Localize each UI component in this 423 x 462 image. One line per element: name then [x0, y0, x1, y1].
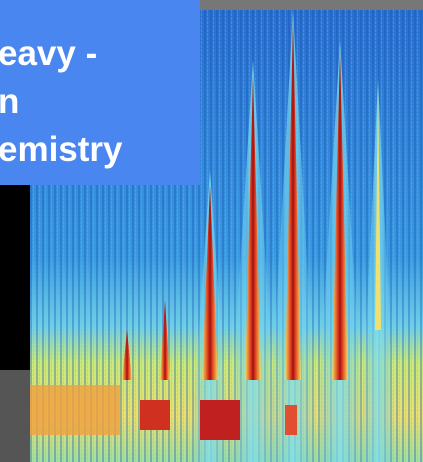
caption-line: emistry: [0, 126, 200, 174]
caption-box: eavy - n emistry: [0, 0, 200, 185]
caption-line: n: [0, 78, 200, 126]
slide: eavy - n emistry: [0, 0, 423, 462]
caption-line: eavy -: [0, 30, 200, 78]
